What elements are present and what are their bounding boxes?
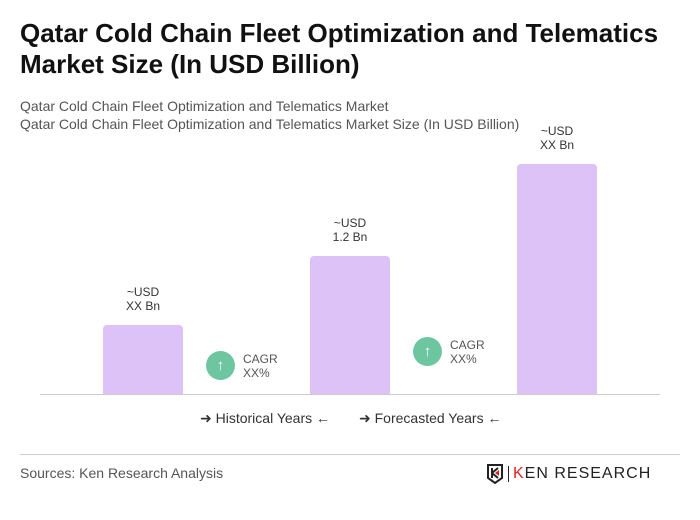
bar	[517, 164, 597, 394]
arrow-up-icon: ↑	[413, 337, 442, 366]
source-text: Sources: Ken Research Analysis	[20, 465, 224, 481]
cagr-badge: ↑ CAGR XX%	[413, 337, 485, 366]
footer-divider	[20, 454, 680, 455]
data-label: ~USD XX Bn	[125, 285, 161, 313]
ken-research-logo: K EN RESEARCH	[486, 464, 651, 484]
cagr-label: CAGR	[243, 351, 278, 366]
data-label: ~USD 1.2 Bn	[332, 216, 368, 244]
cagr-badge: ↑ CAGR XX%	[206, 351, 278, 380]
legend-label: Historical Years	[215, 410, 313, 426]
x-axis	[40, 394, 660, 395]
arrow-right-icon: ➜	[200, 410, 216, 426]
bar	[103, 325, 183, 394]
arrow-right-icon: ➜	[359, 410, 375, 426]
arrow-left-icon: ←	[312, 410, 331, 426]
legend-historical: ➜ Historical Years ←	[200, 410, 330, 427]
arrow-left-icon: ←	[483, 410, 502, 426]
cagr-label: CAGR	[450, 337, 485, 352]
data-label: ~USD XX Bn	[539, 124, 575, 152]
cagr-value: XX%	[450, 351, 477, 366]
cagr-value: XX%	[243, 365, 270, 380]
bar	[310, 256, 390, 394]
subtitle-2: Qatar Cold Chain Fleet Optimization and …	[20, 116, 520, 132]
subtitle: Qatar Cold Chain Fleet Optimization and …	[20, 98, 389, 114]
arrow-up-icon: ↑	[206, 351, 235, 380]
legend-forecasted: ➜ Forecasted Years ←	[359, 410, 501, 427]
logo-icon	[487, 464, 503, 484]
legend-label: Forecasted Years	[374, 410, 484, 426]
chart-title: Qatar Cold Chain Fleet Optimization and …	[20, 18, 659, 79]
